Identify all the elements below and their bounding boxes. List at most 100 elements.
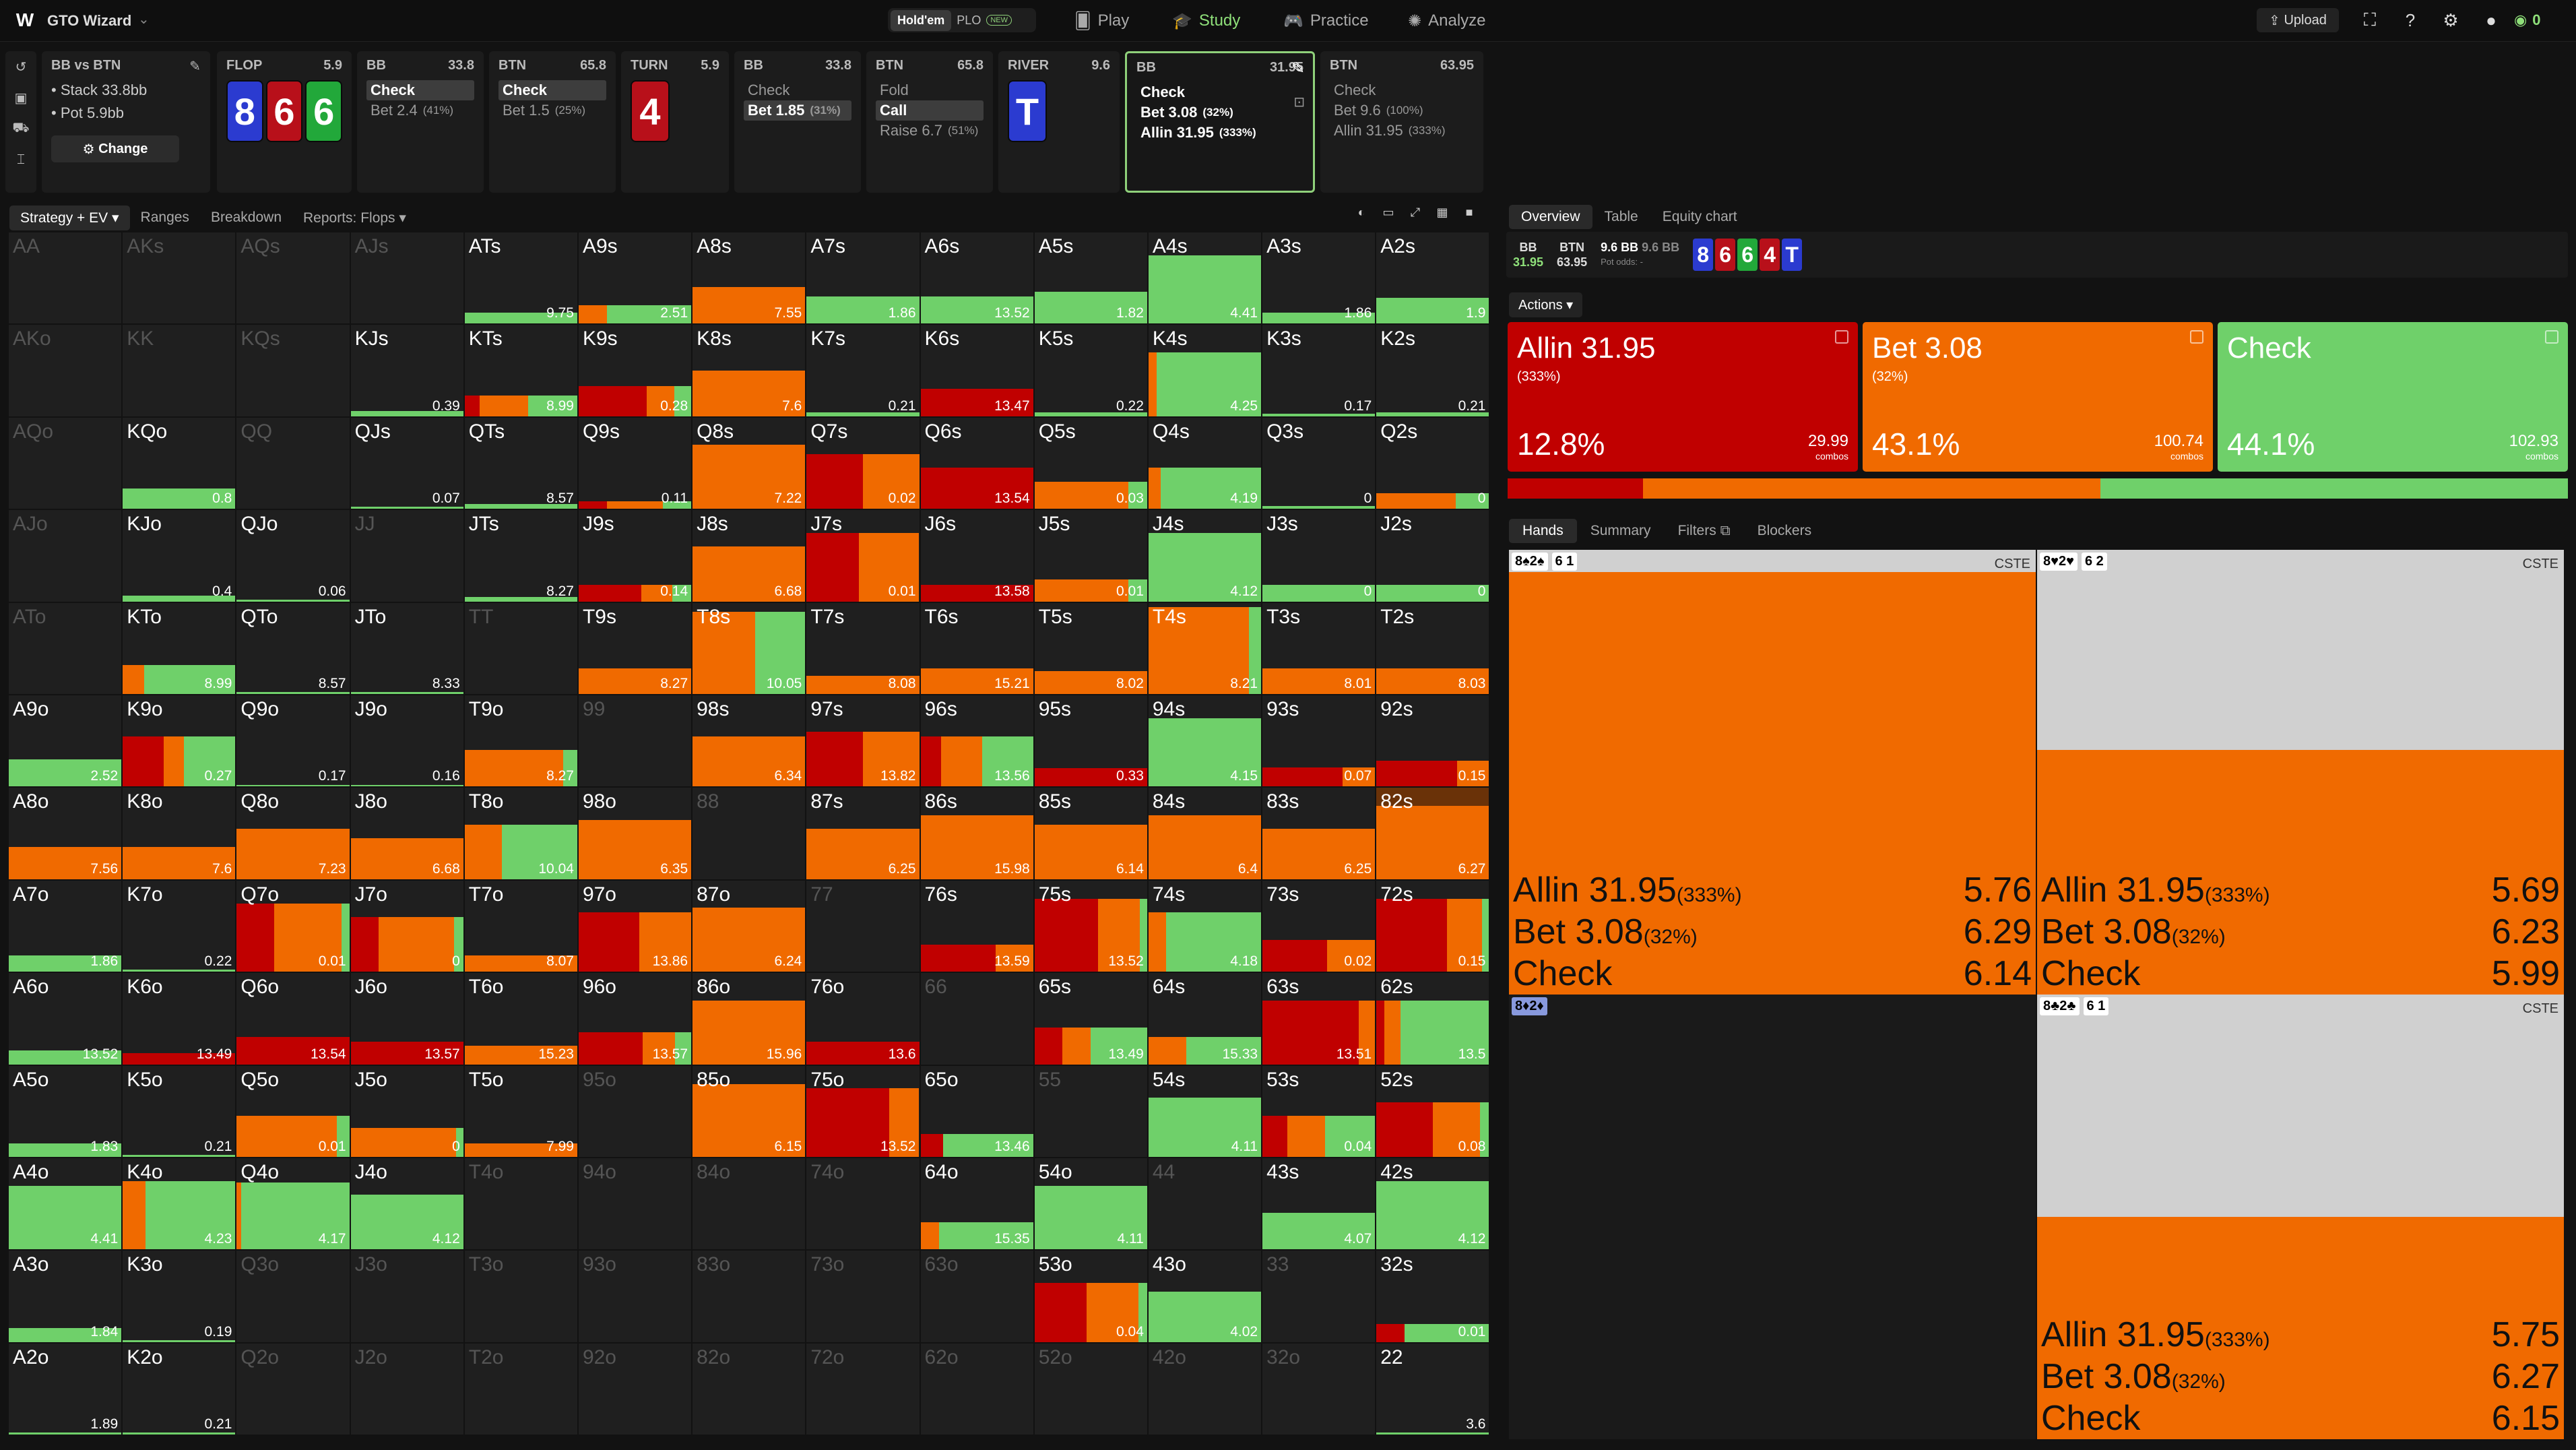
option-fold[interactable]: Fold xyxy=(876,80,984,100)
range-cell[interactable]: 84s 6.4 xyxy=(1147,787,1262,880)
right-tab-overview[interactable]: Overview xyxy=(1509,205,1592,229)
range-cell[interactable]: A5o 1.83 xyxy=(8,1065,123,1158)
range-cell[interactable]: K4o 4.23 xyxy=(122,1157,236,1251)
range-cell[interactable]: J2o xyxy=(350,1342,464,1436)
help-icon[interactable]: ? xyxy=(2405,9,2416,30)
option-bet-2-4[interactable]: Bet 2.4 (41%) xyxy=(366,100,474,121)
range-cell[interactable]: K5s 0.22 xyxy=(1033,324,1148,417)
range-cell[interactable]: J6o 13.57 xyxy=(350,972,464,1065)
reset-icon[interactable]: ↺ xyxy=(15,59,27,75)
option-bet-3-08[interactable]: Bet 3.08 (32%) xyxy=(1136,102,1303,123)
range-cell[interactable]: 53o 0.04 xyxy=(1033,1250,1148,1343)
action-box-check[interactable]: Check 44.1% 102.93 combos xyxy=(2218,322,2568,472)
street-card-3[interactable]: TURN 5.9 4 xyxy=(621,51,729,193)
range-cell[interactable]: J4o 4.12 xyxy=(350,1157,464,1251)
range-cell[interactable]: K7o 0.22 xyxy=(122,879,236,973)
expand-icon[interactable] xyxy=(1835,330,1848,344)
range-cell[interactable]: 77 xyxy=(806,879,920,973)
range-cell[interactable]: 85o 6.15 xyxy=(692,1065,806,1158)
option-check[interactable]: Check xyxy=(366,80,474,100)
hand-tab-filters[interactable]: Filters ⧉ xyxy=(1665,519,1744,543)
range-cell[interactable]: T9o 8.27 xyxy=(463,694,578,788)
range-cell[interactable]: 32s 0.01 xyxy=(1376,1250,1490,1343)
range-cell[interactable]: JJ xyxy=(350,509,464,602)
range-cell[interactable]: A6o 13.52 xyxy=(8,972,123,1065)
action-card-2[interactable]: BTN 65.8 Check Bet 1.5 (25%) xyxy=(489,51,616,193)
range-cell[interactable]: Q4o 4.17 xyxy=(236,1157,350,1251)
range-cell[interactable]: KJo 0.4 xyxy=(122,509,236,602)
action-card-5[interactable]: BTN 65.8 Fold Call Raise 6.7 (51%) xyxy=(866,51,993,193)
range-cell[interactable]: T8s 10.05 xyxy=(692,602,806,695)
nav-practice[interactable]: 🎮 Practice xyxy=(1283,8,1369,34)
range-cell[interactable]: 52s 0.08 xyxy=(1376,1065,1490,1158)
range-cell[interactable]: T2s 8.03 xyxy=(1376,602,1490,695)
range-cell[interactable]: AKs xyxy=(122,232,236,325)
range-cell[interactable]: JTo 8.33 xyxy=(350,602,464,695)
option-check[interactable]: Check xyxy=(498,80,606,100)
game-toggle[interactable]: Hold'em PLO NEW xyxy=(888,8,1036,32)
range-cell[interactable]: J9o 0.16 xyxy=(350,694,464,788)
range-cell[interactable]: 74o xyxy=(806,1157,920,1251)
range-cell[interactable]: A4o 4.41 xyxy=(8,1157,123,1251)
range-cell[interactable]: A9o 2.52 xyxy=(8,694,123,788)
right-tab-equity-chart[interactable]: Equity chart xyxy=(1662,209,1737,224)
range-cell[interactable]: Q5s 0.03 xyxy=(1033,416,1148,510)
gto-wizard-logo-icon[interactable]: W xyxy=(15,9,34,30)
nav-study[interactable]: 🎓 Study xyxy=(1172,8,1240,34)
range-cell[interactable]: 96s 13.56 xyxy=(920,694,1034,788)
holdem-toggle[interactable]: Hold'em xyxy=(891,9,952,31)
range-cell[interactable]: 85s 6.14 xyxy=(1033,787,1148,880)
range-cell[interactable]: K7s 0.21 xyxy=(806,324,920,417)
range-cell[interactable]: ATo xyxy=(8,602,123,695)
range-cell[interactable]: 92s 0.15 xyxy=(1376,694,1490,788)
range-cell[interactable]: K4s 4.25 xyxy=(1147,324,1262,417)
range-cell[interactable]: K2s 0.21 xyxy=(1376,324,1490,417)
plo-toggle[interactable]: PLO xyxy=(957,13,981,27)
range-cell[interactable]: 73o xyxy=(806,1250,920,1343)
hand-tab-blockers[interactable]: Blockers xyxy=(1744,519,1826,543)
range-cell[interactable]: J4s 4.12 xyxy=(1147,509,1262,602)
range-cell[interactable]: 72o xyxy=(806,1342,920,1436)
range-cell[interactable]: A7o 1.86 xyxy=(8,879,123,973)
zoom-icon[interactable]: ⤢ xyxy=(1410,205,1421,219)
range-cell[interactable]: ATs 9.75 xyxy=(463,232,578,325)
palette-icon[interactable]: ◐ xyxy=(1357,205,1365,219)
user-icon[interactable]: ● xyxy=(2486,9,2497,30)
range-cell[interactable]: AQo xyxy=(8,416,123,510)
lock-icon[interactable]: ⊡ xyxy=(1293,95,1305,110)
range-cell[interactable]: 63s 13.51 xyxy=(1262,972,1376,1065)
range-cell[interactable]: 92o xyxy=(577,1342,693,1436)
range-cell[interactable]: 54s 4.11 xyxy=(1147,1065,1262,1158)
range-cell[interactable]: K5o 0.21 xyxy=(122,1065,236,1158)
range-cell[interactable]: T6s 15.21 xyxy=(920,602,1034,695)
range-cell[interactable]: 43s 4.07 xyxy=(1262,1157,1376,1251)
change-button[interactable]: ⚙ Change xyxy=(51,135,179,162)
strategy-tab-1[interactable]: Ranges xyxy=(130,206,200,230)
range-cell[interactable]: A8o 7.56 xyxy=(8,787,123,880)
coin-balance[interactable]: ◉ 0 xyxy=(2514,8,2540,32)
range-cell[interactable]: Q6s 13.54 xyxy=(920,416,1034,510)
align-icon[interactable]: ⌶ xyxy=(17,152,25,167)
action-box-bet[interactable]: Bet 3.08 (32%) 43.1% 100.74 combos xyxy=(1863,322,2213,472)
range-cell[interactable]: A9s 2.51 xyxy=(577,232,693,325)
range-cell[interactable]: A4s 4.41 xyxy=(1147,232,1262,325)
range-cell[interactable]: Q9o 0.17 xyxy=(236,694,350,788)
range-cell[interactable]: KTo 8.99 xyxy=(122,602,236,695)
range-cell[interactable]: Q5o 0.01 xyxy=(236,1065,350,1158)
option-bet-1-85[interactable]: Bet 1.85 (31%) xyxy=(744,100,851,121)
hand-card-2[interactable]: 8♦2♦ xyxy=(1509,995,2036,1439)
range-cell[interactable]: J5s 0.01 xyxy=(1033,509,1148,602)
right-tab-table[interactable]: Table xyxy=(1604,209,1638,224)
action-card-7[interactable]: BB 31.95 Check Bet 3.08 (32%) Allin 31.95 (333… xyxy=(1125,51,1315,193)
range-cell[interactable]: T4s 8.21 xyxy=(1147,602,1262,695)
nav-play[interactable]: 🂠 Play xyxy=(1074,8,1129,34)
range-cell[interactable]: QTs 8.57 xyxy=(463,416,578,510)
range-cell[interactable]: K8s 7.6 xyxy=(692,324,806,417)
range-cell[interactable]: 86s 15.98 xyxy=(920,787,1034,880)
range-cell[interactable]: 32o xyxy=(1262,1342,1376,1436)
range-cell[interactable]: 42o xyxy=(1147,1342,1262,1436)
range-cell[interactable]: 95o xyxy=(577,1065,693,1158)
range-cell[interactable]: J8s 6.68 xyxy=(692,509,806,602)
range-cell[interactable]: A2o 1.89 xyxy=(8,1342,123,1436)
expand-icon[interactable] xyxy=(2545,330,2558,344)
